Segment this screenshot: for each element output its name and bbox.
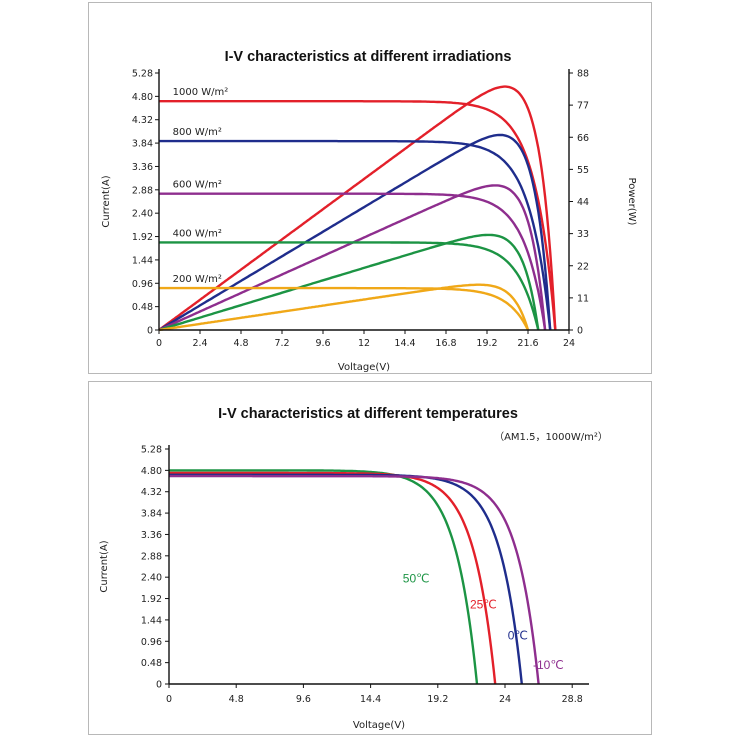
- iv-curve-4: [159, 286, 530, 331]
- x-tick-label: 14.4: [394, 338, 415, 349]
- iv-curve-1: [169, 471, 497, 685]
- y2-tick-label: 0: [577, 326, 583, 337]
- y2-tick-label: 11: [577, 293, 589, 304]
- x-tick-label: 14.4: [360, 694, 381, 705]
- y-axis-label: Current(A): [101, 175, 112, 227]
- y-tick-label: 1.44: [141, 615, 162, 626]
- chart-subtitle: （AM1.5，1000W/m²）: [494, 431, 608, 443]
- x-tick-label: 12: [358, 338, 370, 349]
- x-tick-label: 24: [563, 338, 575, 349]
- irradiation-chart-svg: I-V characteristics at different irradia…: [101, 49, 637, 373]
- y-tick-label: 0: [156, 680, 162, 691]
- y-tick-label: 4.80: [132, 92, 153, 103]
- iv-curve-1: [159, 139, 552, 331]
- y2-tick-label: 77: [577, 101, 589, 112]
- series-label-0: 50℃: [403, 572, 430, 586]
- x-tick-label: 19.2: [476, 338, 497, 349]
- axes-layer: 00.480.961.441.922.402.883.363.844.324.8…: [132, 69, 589, 350]
- y-tick-label: 2.40: [132, 209, 153, 220]
- y-tick-label: 2.88: [141, 551, 162, 562]
- y-tick-label: 3.36: [132, 162, 153, 173]
- x-tick-label: 0: [166, 694, 172, 705]
- series-label-2: 0℃: [508, 628, 528, 642]
- iv-curve-3: [169, 474, 540, 685]
- y-tick-label: 3.84: [141, 509, 162, 520]
- iv-curve-0: [169, 469, 479, 685]
- series-label-4: 200 W/m²: [173, 274, 222, 285]
- chart-title: I-V characteristics at different irradia…: [225, 49, 512, 65]
- y-tick-label: 2.88: [132, 185, 153, 196]
- series-label-3: 400 W/m²: [173, 228, 222, 239]
- x-axis-label: Voltage(V): [353, 720, 405, 731]
- y-tick-label: 4.32: [141, 487, 162, 498]
- series-label-2: 600 W/m²: [173, 180, 222, 191]
- y2-tick-label: 66: [577, 133, 589, 144]
- pv-curve-3: [158, 233, 540, 332]
- y2-tick-label: 33: [577, 229, 589, 240]
- y-tick-label: 3.36: [141, 530, 162, 541]
- y-tick-label: 5.28: [141, 445, 162, 456]
- x-tick-label: 19.2: [427, 694, 448, 705]
- y-tick-label: 3.84: [132, 139, 153, 150]
- chart-title: I-V characteristics at different tempera…: [218, 406, 518, 422]
- series-label-1: 800 W/m²: [173, 127, 222, 138]
- y-tick-label: 4.80: [141, 466, 162, 477]
- chart-panel-temperature: I-V characteristics at different tempera…: [88, 381, 652, 735]
- x-tick-label: 4.8: [233, 338, 248, 349]
- chart-panel-irradiation: I-V characteristics at different irradia…: [88, 2, 652, 374]
- y2-tick-label: 88: [577, 69, 589, 80]
- y2-tick-label: 22: [577, 261, 589, 272]
- y-tick-label: 0: [147, 326, 153, 337]
- x-tick-label: 0: [156, 338, 162, 349]
- x-tick-label: 2.4: [192, 338, 207, 349]
- iv-curve-2: [159, 192, 547, 331]
- y-tick-label: 1.44: [132, 255, 153, 266]
- curve-layer: [169, 469, 540, 685]
- x-tick-label: 9.6: [296, 694, 311, 705]
- iv-curve-3: [159, 241, 540, 331]
- y-tick-label: 1.92: [132, 232, 153, 243]
- y-axis-label: Current(A): [99, 540, 110, 592]
- y-tick-label: 0.96: [132, 279, 153, 290]
- iv-curve-2: [169, 473, 523, 685]
- x-tick-label: 16.8: [435, 338, 456, 349]
- x-tick-label: 4.8: [229, 694, 244, 705]
- series-label-1: 25℃: [470, 597, 497, 611]
- y-tick-label: 1.92: [141, 594, 162, 605]
- series-label-3: -10℃: [533, 658, 564, 672]
- y-tick-label: 5.28: [132, 69, 153, 80]
- y2-tick-label: 55: [577, 165, 589, 176]
- axes-layer: 0 0.48 0.96 1.44 1.92 2.40 2.88 3.36 3.84 4.32 4.8…: [141, 445, 589, 705]
- temperature-chart-svg: I-V characteristics at different tempera…: [99, 406, 608, 731]
- x-tick-label: 21.6: [517, 338, 538, 349]
- x-tick-label: 9.6: [315, 338, 330, 349]
- pv-curve-2: [158, 184, 547, 332]
- series-label-layer: 50℃ 25℃ 0℃ -10℃: [403, 572, 564, 672]
- y-tick-label: 0.48: [132, 302, 153, 313]
- y2-tick-label: 44: [577, 197, 589, 208]
- pv-curve-0: [158, 85, 557, 331]
- y-tick-label: 0.96: [141, 637, 162, 648]
- y-tick-label: 2.40: [141, 573, 162, 584]
- iv-curve-0: [159, 100, 557, 331]
- pv-curve-1: [158, 133, 552, 332]
- y2-axis-label: Power(W): [626, 178, 637, 226]
- curve-layer: [158, 85, 557, 332]
- pv-curve-4: [158, 283, 530, 332]
- x-axis-label: Voltage(V): [338, 362, 390, 373]
- x-tick-label: 28.8: [562, 694, 583, 705]
- x-tick-label: 24: [499, 694, 511, 705]
- series-label-layer: 1000 W/m² 800 W/m² 600 W/m² 400 W/m² 200 W/m…: [173, 87, 229, 285]
- series-label-0: 1000 W/m²: [173, 87, 229, 98]
- y-tick-label: 0.48: [141, 658, 162, 669]
- x-tick-label: 7.2: [274, 338, 289, 349]
- y-tick-label: 4.32: [132, 115, 153, 126]
